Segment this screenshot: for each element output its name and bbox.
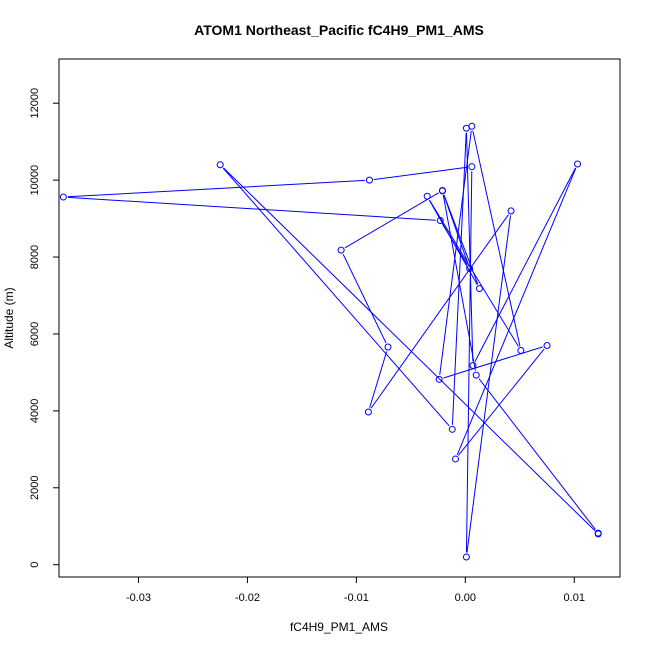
series-line-segment: [222, 167, 450, 427]
y-axis: 0 2000 4000 6000 8000 10000 12000: [29, 88, 60, 568]
data-point: [468, 122, 476, 130]
series-line-segment: [466, 132, 474, 362]
data-point: [468, 163, 476, 171]
data-point: [364, 408, 372, 416]
data-point: [543, 341, 551, 349]
x-tick-label: -0.02: [235, 592, 260, 604]
y-tick-label: 4000: [29, 399, 41, 423]
data-point: [466, 265, 474, 273]
data-point: [423, 192, 431, 200]
series-line-segment: [456, 167, 577, 455]
x-tick-label: 0.01: [564, 592, 585, 604]
series-line-segment: [67, 179, 365, 198]
data-point: [436, 217, 444, 225]
data-point: [475, 285, 483, 293]
x-axis-label: fC4H9_PM1_AMS: [290, 620, 388, 634]
series-line-segment: [442, 224, 468, 266]
plot-area: [58, 58, 621, 578]
y-tick-label: 10000: [29, 165, 41, 196]
y-tick-label: 12000: [29, 88, 41, 119]
y-tick-label: 6000: [29, 322, 41, 346]
series-line-segment: [478, 378, 596, 530]
data-point: [59, 193, 67, 201]
data-point: [574, 160, 582, 168]
series-line-segment: [67, 196, 436, 221]
series-line-segment: [457, 348, 545, 456]
data-point: [594, 529, 602, 537]
y-tick-label: 8000: [29, 245, 41, 269]
y-axis-label: Altitude (m): [2, 287, 16, 348]
series-line-segment: [344, 192, 439, 249]
series-line-segment: [474, 167, 576, 362]
series-line-segment: [442, 194, 476, 371]
x-axis: -0.03 -0.02 -0.01 0.00 0.01: [126, 576, 585, 604]
data-point: [365, 176, 373, 184]
data-point: [448, 425, 456, 433]
x-tick-label: -0.03: [126, 592, 151, 604]
x-tick-label: 0.00: [455, 592, 476, 604]
series-line-segment: [472, 130, 521, 347]
data-point: [452, 455, 460, 463]
data-point: [384, 343, 392, 351]
series-line-segment: [223, 167, 596, 532]
data-point: [216, 161, 224, 169]
series-line-segment: [369, 351, 388, 408]
y-tick-label: 2000: [29, 476, 41, 500]
series-line-segment: [373, 166, 468, 181]
data-point: [462, 553, 470, 561]
data-point: [337, 246, 345, 254]
series-line-segment: [443, 346, 543, 379]
series-line-segment: [451, 132, 467, 425]
data-point: [472, 371, 480, 379]
data-point: [517, 346, 525, 354]
series-line-segment: [443, 194, 469, 265]
series-line-segment: [439, 130, 472, 375]
data-point: [438, 187, 446, 195]
chart-title: ATOM1 Northeast_Pacific fC4H9_PM1_AMS: [194, 22, 484, 38]
series-line-segment: [466, 215, 511, 553]
y-tick-label: 0: [29, 562, 41, 568]
data-point: [469, 361, 477, 369]
series-line-segment: [465, 171, 473, 553]
series-line-segment: [342, 253, 387, 344]
data-point: [435, 375, 443, 383]
data-point: [507, 207, 515, 215]
series-line-segment: [370, 214, 509, 409]
data-series: [59, 122, 602, 561]
x-tick-label: -0.01: [344, 592, 369, 604]
